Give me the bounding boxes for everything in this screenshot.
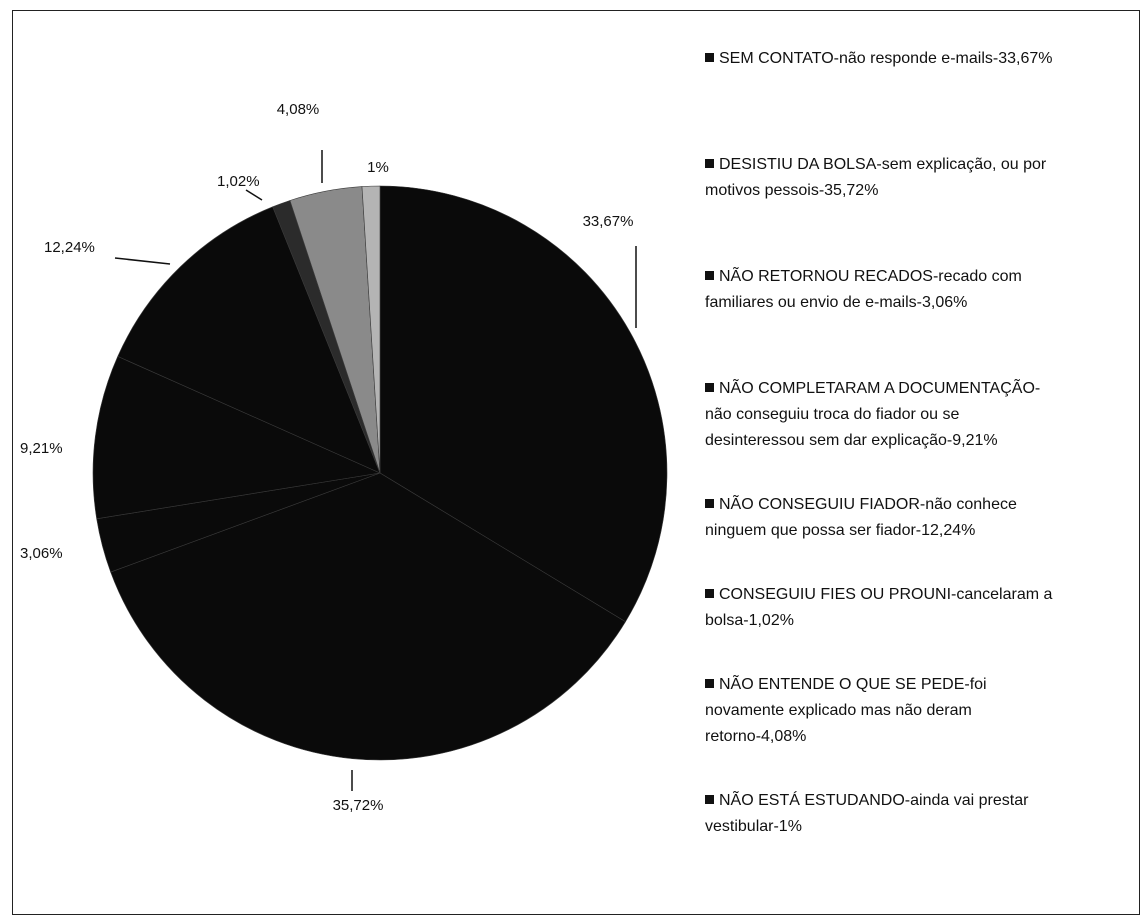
legend-text: NÃO CONSEGUIU FIADOR-não conhece [719,496,1017,513]
slice-label: 4,08% [277,101,320,118]
legend-item: NÃO RETORNOU RECADOS-recado com familiare… [705,264,1135,316]
legend-text: NÃO COMPLETARAM A DOCUMENTAÇÃO- [719,380,1041,397]
legend-item: NÃO CONSEGUIU FIADOR-não conhece ninguem … [705,492,1135,544]
slice-label: 1% [367,159,389,176]
legend-text: NÃO ESTÁ ESTUDANDO-ainda vai prestar [719,792,1029,809]
legend-swatch [705,499,714,508]
slice-label: 33,67% [583,213,634,230]
legend-swatch [705,383,714,392]
legend-swatch [705,589,714,598]
slice-label: 1,02% [217,173,260,190]
legend-item: CONSEGUIU FIES OU PROUNI-cancelaram a bol… [705,582,1135,634]
legend-text: NÃO ENTENDE O QUE SE PEDE-foi [719,676,987,693]
legend-text: não conseguiu troca do fiador ou se [705,406,960,423]
legend-text: CONSEGUIU FIES OU PROUNI-cancelaram a [719,586,1053,603]
pie-slice [361,185,381,474]
legend-swatch [705,795,714,804]
legend-swatch [705,679,714,688]
legend-swatch [705,159,714,168]
legend-item: NÃO COMPLETARAM A DOCUMENTAÇÃO-não conse… [705,376,1135,454]
legend-text: vestibular-1% [705,818,802,835]
slice-label: 3,06% [20,545,63,562]
pie-slice [117,206,381,474]
legend-text: ninguem que possa ser fiador-12,24% [705,522,976,539]
slice-label: 35,72% [333,797,384,814]
pie-slice [379,185,668,623]
legend-text: bolsa-1,02% [705,612,794,629]
legend-text: novamente explicado mas não deram [705,702,972,719]
legend-item: NÃO ESTÁ ESTUDANDO-ainda vai prestar vest… [705,788,1135,840]
pie-slice [92,355,382,520]
legend-swatch [705,271,714,280]
leader-line [245,189,263,201]
slice-label: 9,21% [20,440,63,457]
legend-text: SEM CONTATO-não responde e-mails-33,67% [719,50,1053,67]
legend-text: desinteressou sem dar explicação-9,21% [705,432,998,449]
legend-item: NÃO ENTENDE O QUE SE PEDE-foi novamente e… [705,672,1135,750]
legend-item: SEM CONTATO-não responde e-mails-33,67% [705,46,1135,72]
legend-text: retorno-4,08% [705,728,807,745]
leader-line [114,257,171,265]
pie-slice [110,472,626,761]
legend-swatch [705,53,714,62]
legend-item: DESISTIU DA BOLSA-sem explicação, ou por… [705,152,1135,204]
legend-text: NÃO RETORNOU RECADOS-recado com [719,268,1022,285]
legend-text: motivos pessois-35,72% [705,182,879,199]
slice-label: 12,24% [44,239,95,256]
legend-text: DESISTIU DA BOLSA-sem explicação, ou por [719,156,1047,173]
legend-text: familiares ou envio de e-mails-3,06% [705,294,968,311]
